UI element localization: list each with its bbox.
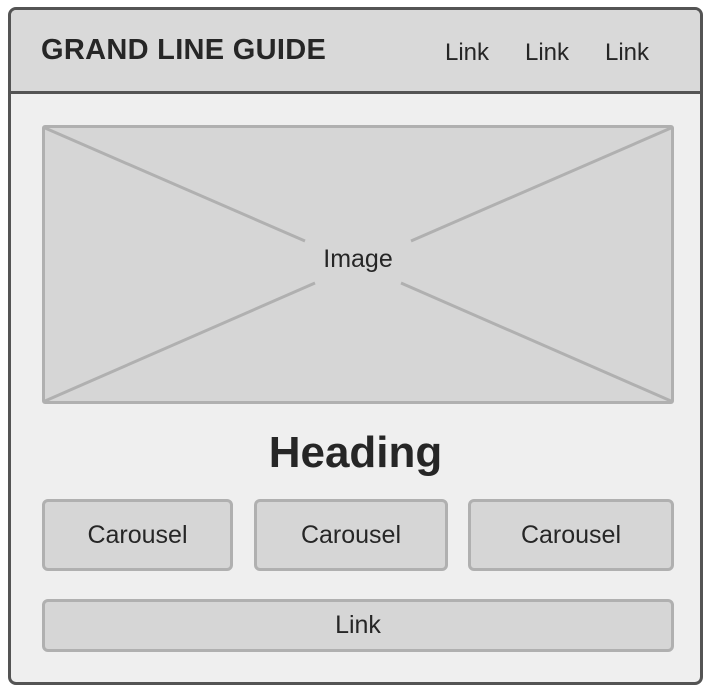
nav-link-2[interactable]: Link bbox=[525, 39, 570, 66]
nav-link-1[interactable]: Link bbox=[445, 39, 490, 66]
hero-image-label: Image bbox=[323, 245, 393, 273]
wireframe-window: GRAND LINE GUIDE Link Link Link Image He… bbox=[8, 7, 703, 685]
carousel-item-2[interactable]: Carousel bbox=[254, 499, 448, 571]
carousel-item-1[interactable]: Carousel bbox=[42, 499, 233, 571]
image-placeholder-cross-icon bbox=[45, 128, 671, 401]
site-header: GRAND LINE GUIDE Link Link Link bbox=[11, 10, 700, 94]
bottom-link-button[interactable]: Link bbox=[42, 599, 674, 652]
nav-link-3[interactable]: Link bbox=[605, 39, 650, 66]
carousel-item-3[interactable]: Carousel bbox=[468, 499, 674, 571]
site-brand[interactable]: GRAND LINE GUIDE bbox=[41, 34, 327, 66]
hero-image-placeholder: Image bbox=[42, 125, 674, 404]
page-heading: Heading bbox=[268, 428, 443, 477]
